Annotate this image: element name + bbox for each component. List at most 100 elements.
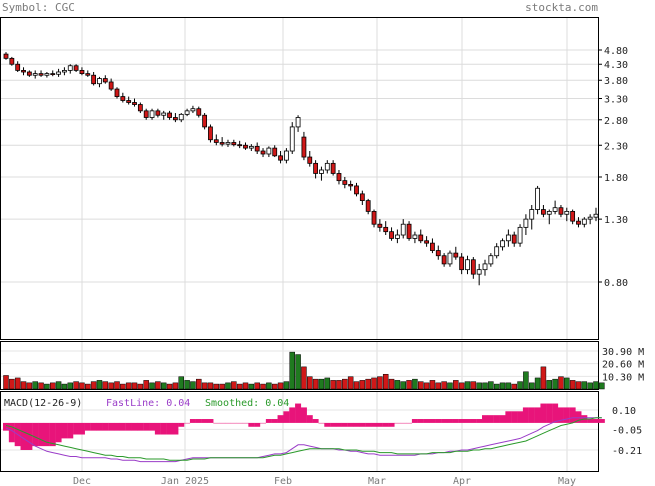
- volume-bar: [90, 381, 97, 390]
- volume-bar: [558, 376, 564, 390]
- volume-bar: [96, 380, 103, 390]
- macd-histogram-bar: [154, 422, 161, 435]
- volume-bar: [382, 373, 389, 390]
- macd-histogram-bar: [441, 419, 448, 423]
- macd-histogram-bar: [522, 407, 529, 423]
- volume-bar: [359, 380, 366, 390]
- macd-histogram-bar: [335, 422, 342, 427]
- volume-bar: [149, 382, 155, 390]
- volume-bar: [196, 378, 202, 390]
- macd-histogram-bar: [137, 422, 144, 431]
- volume-bar: [324, 377, 331, 390]
- candle-body: [26, 71, 32, 76]
- candle-body: [143, 110, 149, 118]
- volume-bar: [277, 382, 284, 390]
- macd-histogram-bar: [260, 422, 267, 424]
- macd-histogram-bar: [265, 419, 272, 423]
- date-axis-labels: Dec Jan 2025 Feb Mar Apr May: [73, 476, 576, 486]
- macd-histogram-bar: [569, 407, 576, 423]
- price-candles: [3, 52, 599, 286]
- volume-bar: [236, 383, 243, 390]
- macd-histogram-bar: [131, 422, 138, 431]
- macd-histogram-bar: [376, 422, 383, 427]
- volume-bar: [178, 376, 184, 390]
- volume-bar: [143, 380, 149, 390]
- volume-bar: [9, 378, 15, 390]
- candle-body: [476, 269, 482, 275]
- volume-bar: [114, 381, 120, 390]
- macd-histogram-bar: [90, 422, 97, 431]
- price-tick-label: 0.80: [604, 278, 628, 289]
- macd-fastline-label: FastLine: 0.04: [106, 398, 190, 409]
- macd-title: MACD(12-26-9): [4, 398, 82, 409]
- date-label: Apr: [453, 476, 471, 486]
- volume-bar: [336, 380, 342, 390]
- candle-body: [424, 240, 429, 244]
- volume-bar: [160, 382, 167, 390]
- macd-histogram-bar: [248, 422, 255, 427]
- macd-histogram-bar: [73, 422, 80, 435]
- macd-histogram-bar: [242, 422, 249, 424]
- volume-bar: [441, 381, 447, 390]
- volume-bar: [32, 381, 38, 390]
- volume-bar: [172, 382, 179, 390]
- macd-histogram-bar: [511, 411, 518, 423]
- candle-body: [132, 102, 137, 105]
- candle-body: [400, 223, 406, 236]
- macd-histogram-bar: [38, 422, 45, 447]
- candle-body: [447, 252, 453, 265]
- candle-body: [161, 112, 167, 116]
- candle-body: [91, 74, 97, 85]
- macd-histogram-bar: [113, 422, 120, 431]
- volume-bar: [61, 383, 68, 390]
- volume-bars: [3, 351, 605, 390]
- macd-histogram-bar: [371, 422, 378, 427]
- candle-body: [243, 144, 248, 149]
- macd-histogram-bar: [598, 419, 605, 423]
- volume-bar: [523, 371, 529, 390]
- volume-bar: [295, 354, 301, 390]
- volume-bar: [412, 378, 418, 390]
- candle-body: [38, 73, 44, 76]
- candle-body: [102, 78, 108, 83]
- volume-bar: [289, 351, 295, 390]
- macd-histogram-bar: [207, 419, 214, 423]
- price-tick-label: 4.30: [604, 60, 628, 71]
- candle-body: [149, 110, 155, 118]
- volume-bar: [546, 380, 553, 390]
- macd-histogram-bar: [201, 419, 208, 423]
- macd-histogram-bar: [172, 422, 179, 435]
- volume-bar: [38, 382, 44, 390]
- volume-bar: [371, 377, 377, 390]
- candle-body: [365, 200, 371, 212]
- macd-histogram-bar: [347, 422, 354, 427]
- macd-histogram-bar: [213, 422, 220, 424]
- candle-body: [587, 216, 593, 220]
- macd-histogram-bar: [482, 415, 489, 423]
- candle-body: [3, 53, 9, 59]
- macd-histogram-bar: [125, 422, 132, 431]
- candle-body: [552, 207, 558, 212]
- candle-body: [213, 139, 219, 143]
- volume-bar: [301, 366, 307, 390]
- candle-body: [62, 70, 67, 73]
- macd-histogram-bar: [470, 419, 477, 423]
- macd-histogram-bar: [411, 419, 418, 423]
- macd-histogram-bar: [312, 419, 319, 423]
- candle-body: [435, 250, 441, 257]
- macd-histogram-bar: [417, 419, 424, 423]
- candle-body: [564, 211, 570, 215]
- volume-bar: [476, 382, 482, 390]
- candle-body: [137, 104, 143, 112]
- macd-histogram-bar: [166, 422, 173, 435]
- volume-bar: [67, 382, 74, 390]
- candle-body: [511, 234, 517, 244]
- macd-histogram-bar: [55, 422, 62, 443]
- volume-bar: [20, 381, 27, 390]
- volume-bar: [318, 378, 325, 390]
- macd-histogram-bar: [505, 411, 512, 423]
- volume-bar: [534, 377, 541, 390]
- macd-histogram-bar: [382, 422, 389, 427]
- macd-histogram-bar: [189, 419, 196, 423]
- macd-histogram-bar: [108, 422, 115, 431]
